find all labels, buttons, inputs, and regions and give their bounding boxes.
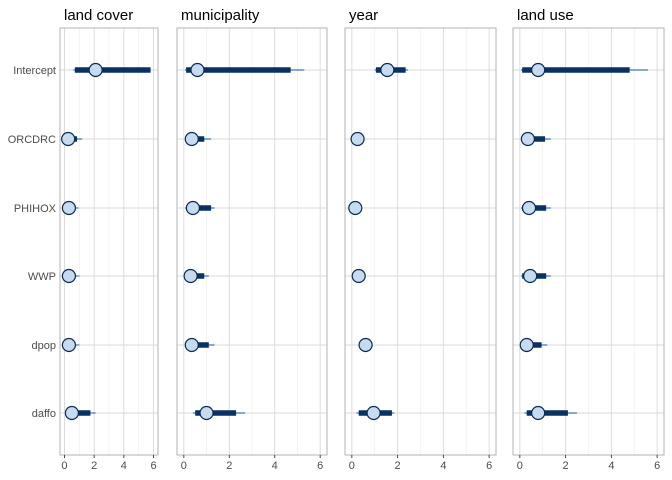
- panel-title: land cover: [64, 7, 133, 24]
- point-estimate-intercept: [190, 62, 205, 78]
- panel-year: year 0 2 4 6: [344, 7, 497, 472]
- point-estimate-wwp: [351, 268, 366, 284]
- panel-title: year: [349, 7, 378, 24]
- y-label-intercept: Intercept: [13, 65, 56, 77]
- point-estimate-orcdrc: [184, 131, 199, 147]
- point-estimate-phihox: [185, 200, 201, 216]
- x-tick-label: 6: [150, 460, 156, 472]
- point-estimate-daffo: [199, 405, 214, 421]
- point-estimate-daffo: [366, 405, 381, 421]
- point-estimate-intercept: [531, 62, 546, 78]
- point-estimate-dpop: [61, 337, 77, 353]
- panel-municipality: municipality 0 2 4 6: [176, 7, 328, 472]
- x-tick-label: 6: [317, 460, 323, 472]
- panel-border: [344, 27, 497, 456]
- x-tick-label: 2: [226, 460, 232, 472]
- point-estimate-phihox: [521, 200, 537, 216]
- x-tick-label: 6: [486, 460, 492, 472]
- x-tick-label: 2: [395, 460, 401, 472]
- y-label-daffo: daffo: [32, 408, 56, 420]
- panel-title: land use: [517, 7, 574, 24]
- y-label-phihox: PHIHOX: [14, 203, 57, 215]
- y-label-dpop: dpop: [32, 340, 56, 352]
- point-estimate-wwp: [183, 268, 198, 284]
- point-estimate-orcdrc: [350, 131, 365, 147]
- x-tick-label: 0: [517, 460, 523, 472]
- panel-border: [512, 27, 665, 456]
- panel-land-cover: land cover 0 2 4 6: [59, 7, 159, 472]
- point-estimate-phihox: [348, 200, 363, 216]
- panel-title: municipality: [181, 7, 260, 24]
- point-estimate-dpop: [519, 337, 534, 353]
- point-estimate-intercept: [88, 62, 103, 78]
- x-tick-label: 0: [349, 460, 355, 472]
- x-tick-label: 0: [181, 460, 187, 472]
- x-tick-label: 6: [654, 460, 660, 472]
- point-estimate-phihox: [61, 200, 77, 216]
- panel-border: [59, 27, 159, 456]
- y-label-orcdrc: ORCDRC: [8, 134, 56, 146]
- point-estimate-wwp: [61, 268, 77, 284]
- point-estimate-dpop: [358, 337, 373, 353]
- x-tick-label: 4: [608, 460, 614, 472]
- x-tick-label: 2: [91, 460, 97, 472]
- x-tick-label: 4: [272, 460, 278, 472]
- point-estimate-intercept: [380, 62, 395, 78]
- x-tick-label: 4: [121, 460, 127, 472]
- x-tick-label: 4: [440, 460, 446, 472]
- point-estimate-orcdrc: [520, 131, 535, 147]
- point-estimate-orcdrc: [61, 131, 76, 147]
- panel-land-use: land use 0 2 4 6: [512, 7, 665, 472]
- panel-border: [176, 27, 328, 456]
- x-tick-label: 0: [61, 460, 67, 472]
- point-estimate-dpop: [184, 337, 199, 353]
- point-estimate-wwp: [523, 268, 538, 284]
- point-estimate-daffo: [64, 405, 79, 421]
- y-label-wwp: WWP: [28, 271, 56, 283]
- x-tick-label: 2: [563, 460, 569, 472]
- point-estimate-daffo: [531, 405, 546, 421]
